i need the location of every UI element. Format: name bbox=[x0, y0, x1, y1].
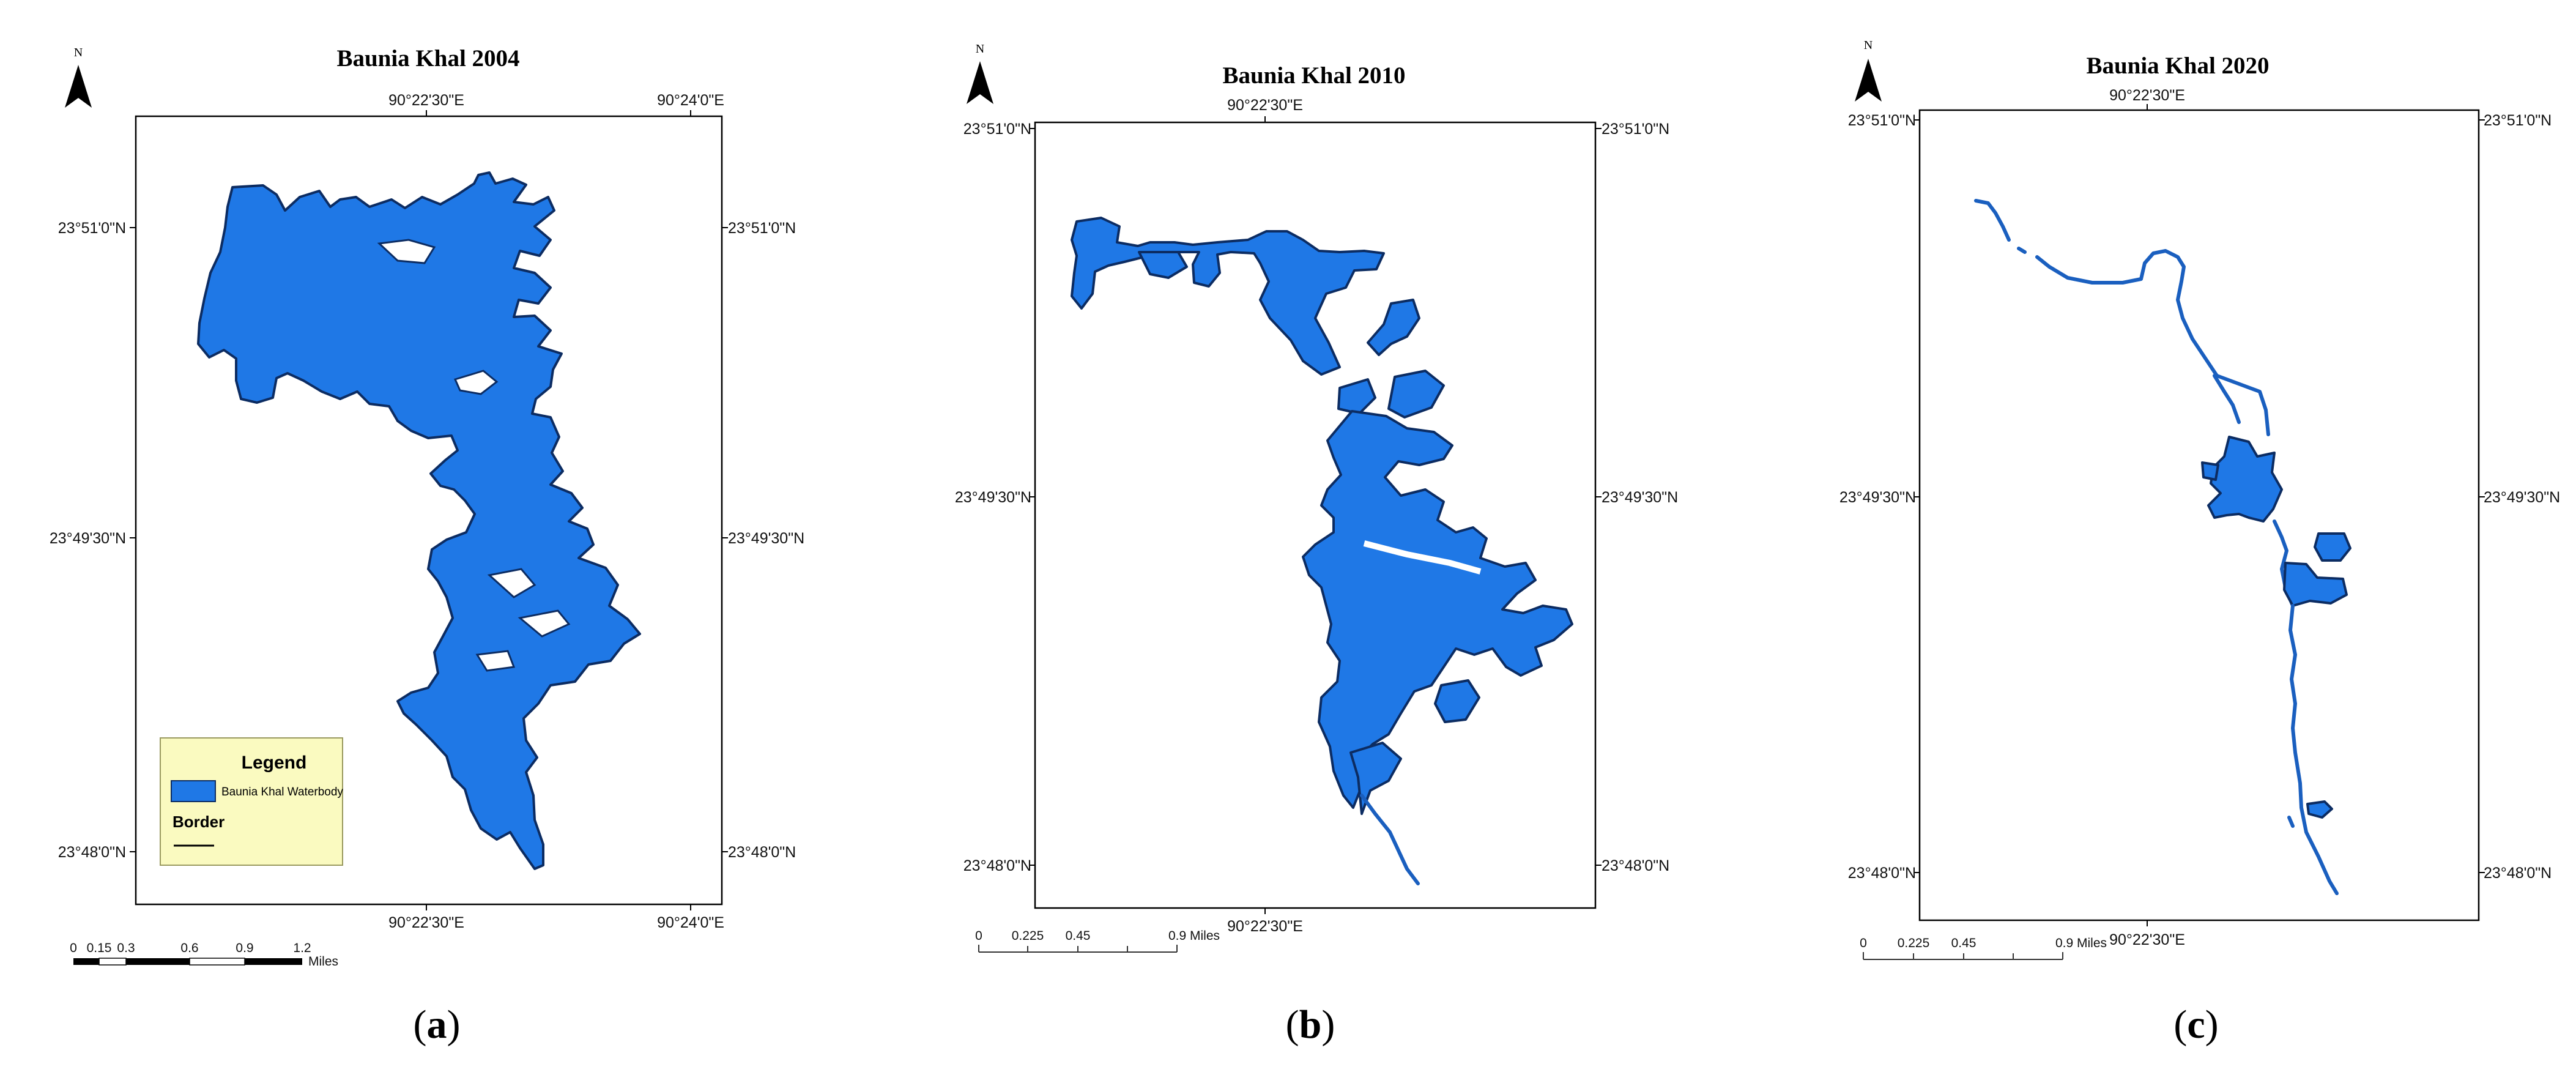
waterbody-2004 bbox=[197, 171, 641, 870]
coord-bottom-right: 90°24'0"E bbox=[657, 914, 724, 931]
scale-label-1: 0.225 bbox=[1012, 929, 1044, 943]
coord-top: 90°22'30"E bbox=[1227, 97, 1303, 114]
coord-right-bot: 23°48'0"N bbox=[1602, 857, 1669, 874]
waterbody-2010 bbox=[1071, 217, 1573, 885]
map-frame bbox=[1034, 121, 1597, 909]
north-label: N bbox=[1864, 39, 1873, 52]
coord-left-mid: 23°49'30"N bbox=[1839, 489, 1916, 506]
map-title: Baunia Khal 2004 bbox=[336, 45, 519, 72]
scale-unit: Miles bbox=[308, 955, 338, 969]
scale-label-2: 0.3 bbox=[117, 941, 135, 955]
scale-label-3: 0.9 Miles bbox=[1168, 929, 1220, 943]
scale-label-0: 0 bbox=[70, 941, 77, 955]
map-frame bbox=[1918, 109, 2480, 921]
panel-a: N Baunia Khal 2004 90°22'30"E 90°24'0"E … bbox=[50, 45, 804, 1047]
coord-top-right: 90°24'0"E bbox=[657, 92, 724, 109]
north-arrow-icon: N bbox=[1855, 39, 1882, 102]
coord-right-mid: 23°49'30"N bbox=[728, 530, 804, 547]
scale-label-5: 1.2 bbox=[293, 941, 311, 955]
waterbody-2020 bbox=[1974, 199, 2351, 895]
scale-label-3: 0.9 Miles bbox=[2055, 936, 2107, 950]
coord-left-mid: 23°49'30"N bbox=[955, 489, 1031, 506]
panel-b: N Baunia Khal 2010 90°22'30"E 90°22'30"E… bbox=[955, 42, 1678, 1047]
panel-caption: (c) bbox=[2173, 1002, 2218, 1047]
north-label: N bbox=[976, 42, 984, 56]
coord-bottom-left: 90°22'30"E bbox=[388, 914, 464, 931]
panel-caption: (b) bbox=[1286, 1002, 1335, 1047]
map-legend: Legend Baunia Khal Waterbody Border bbox=[160, 737, 343, 866]
coord-right-mid: 23°49'30"N bbox=[2484, 489, 2560, 506]
coord-left-bot: 23°48'0"N bbox=[963, 857, 1031, 874]
coord-right-top: 23°51'0"N bbox=[1602, 121, 1669, 138]
scale-label-2: 0.45 bbox=[1951, 936, 1977, 950]
north-arrow-icon: N bbox=[967, 42, 993, 104]
coord-right-bot: 23°48'0"N bbox=[2484, 865, 2552, 882]
scale-label-1: 0.15 bbox=[87, 941, 112, 955]
coord-bottom: 90°22'30"E bbox=[1227, 918, 1303, 935]
coord-left-mid: 23°49'30"N bbox=[50, 530, 126, 547]
coord-left-bot: 23°48'0"N bbox=[58, 844, 126, 861]
scale-label-1: 0.225 bbox=[1898, 936, 1930, 950]
coord-left-bot: 23°48'0"N bbox=[1848, 865, 1916, 882]
scale-label-4: 0.9 bbox=[236, 941, 253, 955]
coord-left-top: 23°51'0"N bbox=[1848, 112, 1916, 129]
north-label: N bbox=[74, 46, 83, 59]
coord-left-top: 23°51'0"N bbox=[963, 121, 1031, 138]
map-title: Baunia Khal 2010 bbox=[1222, 62, 1405, 89]
scale-label-3: 0.6 bbox=[180, 941, 198, 955]
scale-label-0: 0 bbox=[975, 929, 982, 943]
scale-bar: 0 0.15 0.3 0.6 0.9 1.2 Miles bbox=[70, 941, 338, 969]
legend-border-label: Border bbox=[173, 813, 225, 831]
coord-right-bot: 23°48'0"N bbox=[728, 844, 796, 861]
map-title: Baunia Khal 2020 bbox=[2086, 53, 2269, 79]
panel-caption: (a) bbox=[414, 1002, 461, 1047]
legend-title: Legend bbox=[242, 753, 307, 773]
coord-right-top: 23°51'0"N bbox=[2484, 112, 2552, 129]
coord-right-mid: 23°49'30"N bbox=[1602, 489, 1678, 506]
coord-bottom: 90°22'30"E bbox=[2109, 931, 2185, 948]
legend-item-label: Baunia Khal Waterbody bbox=[221, 786, 343, 798]
legend-swatch bbox=[171, 780, 216, 802]
scale-bar: 0 0.225 0.45 0.9 Miles bbox=[975, 929, 1220, 953]
coord-top-left: 90°22'30"E bbox=[388, 92, 464, 109]
coord-right-top: 23°51'0"N bbox=[728, 220, 796, 237]
panel-c: N Baunia Khal 2020 90°22'30"E 90°22'30"E… bbox=[1839, 39, 2560, 1047]
scale-label-2: 0.45 bbox=[1066, 929, 1091, 943]
scale-bar: 0 0.225 0.45 0.9 Miles bbox=[1860, 936, 2107, 960]
north-arrow-icon: N bbox=[65, 46, 92, 108]
coord-left-top: 23°51'0"N bbox=[58, 220, 126, 237]
scale-label-0: 0 bbox=[1860, 936, 1867, 950]
coord-top: 90°22'30"E bbox=[2109, 87, 2185, 104]
